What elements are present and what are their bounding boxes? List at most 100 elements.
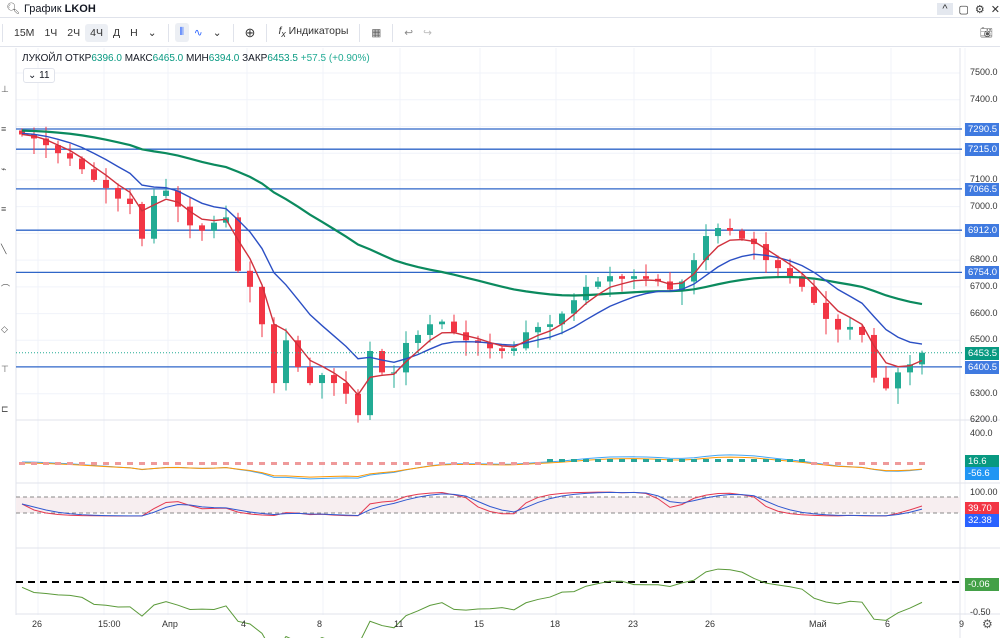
candle-body	[379, 350, 385, 373]
candle-body	[79, 158, 85, 170]
candle-body	[763, 244, 769, 261]
time-axis-label: Апр	[162, 619, 178, 629]
candle-body	[115, 187, 121, 199]
macd-histogram-bar	[883, 462, 889, 465]
candle-body	[199, 225, 205, 231]
candle-body	[847, 326, 853, 330]
drawing-tool-icon[interactable]: ╲	[0, 243, 7, 255]
stoch-k-line	[21, 491, 923, 517]
price-axis-label: 7400.0	[970, 93, 998, 104]
drawing-tool-icon[interactable]: ⊤	[1, 364, 9, 374]
candle-body	[619, 276, 625, 279]
macd-histogram-bar	[583, 459, 589, 462]
collapse-button[interactable]: ^	[937, 3, 953, 15]
maximize-button[interactable]: ▢	[958, 3, 969, 16]
low-label: МИН	[186, 53, 209, 64]
drawing-tool-icon[interactable]: ≡	[1, 124, 6, 134]
settings-button[interactable]: ⚙	[974, 3, 985, 16]
drawing-tool-icon[interactable]: ⊏	[1, 404, 9, 414]
interval-2h[interactable]: 2Ч	[67, 26, 81, 39]
interval-day[interactable]: Д	[112, 26, 121, 39]
macd-histogram-bar	[511, 462, 517, 465]
macd-histogram-bar	[463, 462, 469, 465]
drawing-tool-icon[interactable]: ⌁	[1, 164, 6, 174]
macd-histogram-bar	[703, 459, 709, 462]
price-chart[interactable]: ⊥ ≡ ⌁ ≡ ╲ ⌒ ◇ ⊤ ⊏	[0, 48, 1000, 638]
candle-body	[499, 348, 505, 351]
candle-body	[559, 313, 565, 325]
price-axis-label: 6800.0	[970, 254, 998, 265]
price-axis-label: 7500.0	[970, 67, 998, 77]
drawing-tool-icon[interactable]: ⊥	[1, 84, 9, 94]
price-axis-label: 6300.0	[970, 387, 998, 398]
macd-histogram-bar	[127, 462, 133, 465]
candle-body	[295, 340, 301, 368]
macd-histogram-bar	[619, 459, 625, 462]
interval-15m[interactable]: 15М	[14, 26, 35, 39]
last-price-tag: 6453.5	[965, 346, 999, 360]
macd-histogram-bar	[859, 462, 865, 465]
candle-body	[799, 276, 805, 287]
candle-body	[715, 228, 721, 237]
chart-type-chevron-down-icon[interactable]: ⌄	[212, 26, 222, 39]
time-axis-label: 26	[705, 619, 716, 629]
oscillator-line	[21, 568, 923, 638]
redo-icon[interactable]: ↪	[423, 26, 432, 39]
high-label: МАКС	[124, 53, 153, 64]
macd-histogram-bar	[487, 462, 493, 465]
drawing-tool-icon[interactable]: ⌒	[1, 284, 10, 294]
macd-histogram-bar	[799, 459, 805, 462]
intervals-chevron-down-icon[interactable]: ⌄	[147, 26, 157, 39]
interval-4h[interactable]: 4Ч	[85, 23, 108, 42]
macd-histogram-bar	[835, 462, 841, 465]
low-value: 6394.0	[208, 53, 240, 64]
macd-histogram-bar	[355, 462, 361, 465]
macd-histogram-bar	[307, 462, 313, 465]
macd-histogram-bar	[31, 462, 37, 465]
compare-plus-icon[interactable]: ⊕	[244, 24, 256, 40]
layouts-grid-icon[interactable]: ▦	[371, 26, 382, 39]
line-chart-icon[interactable]: ∿	[193, 26, 203, 39]
candle-body	[871, 334, 877, 378]
candles-icon[interactable]: ⫴	[174, 23, 189, 42]
macd-histogram-bar	[919, 462, 925, 465]
macd-histogram-bar	[391, 462, 397, 465]
candle-body	[415, 334, 421, 343]
indicators-button[interactable]: fx Индикаторы	[273, 22, 353, 42]
candle-body	[667, 281, 673, 290]
macd-axis-label: 400.0	[970, 428, 993, 438]
macd-histogram-bar	[247, 462, 253, 465]
time-axis-label: 15	[474, 619, 485, 629]
ema-fast-line	[21, 133, 923, 396]
time-axis-label: 9	[959, 619, 965, 629]
chart-settings-icon[interactable]: ⚙	[982, 617, 993, 631]
candle-body	[919, 352, 925, 365]
price-axis-label: 7100.0	[970, 173, 998, 184]
close-button[interactable]: ✕	[990, 3, 1000, 16]
macd-histogram-bar	[163, 462, 169, 465]
chart-toolbar: 15М 1Ч 2Ч 4Ч Д Н ⌄ ⫴ ∿ ⌄ ⊕ fx Индикаторы…	[0, 19, 1000, 47]
drawing-tool-icon[interactable]: ≡	[1, 204, 6, 214]
interval-1h[interactable]: 1Ч	[44, 26, 58, 39]
stoch-k-tag: 39.70	[965, 502, 999, 515]
search-icon[interactable]: 🔍︎	[6, 3, 20, 15]
macd-histogram-bar	[715, 459, 721, 462]
indicator-count: 11	[39, 70, 50, 81]
camera-icon[interactable]: 📷︎	[979, 27, 993, 39]
macd-histogram-bar	[775, 459, 781, 462]
symbol-search[interactable]: График LKOH	[24, 3, 96, 15]
candle-body	[271, 324, 277, 384]
candle-body	[451, 321, 457, 333]
macd-histogram-bar	[811, 462, 817, 465]
candle-body	[91, 169, 97, 180]
drawing-tool-icon[interactable]: ◇	[1, 324, 8, 334]
oscillator-axis-label: -0.50	[970, 607, 991, 617]
undo-icon[interactable]: ↩	[404, 26, 414, 39]
indicators-collapse-button[interactable]: ⌄ 11	[23, 68, 55, 83]
stoch-axis-label: 100.00	[970, 487, 998, 497]
price-axis-label: 6500.0	[970, 334, 998, 345]
ema-slow-line	[21, 129, 923, 306]
macd-histogram-bar	[643, 459, 649, 462]
fx-icon: fx	[278, 25, 286, 40]
interval-week[interactable]: Н	[130, 26, 138, 39]
